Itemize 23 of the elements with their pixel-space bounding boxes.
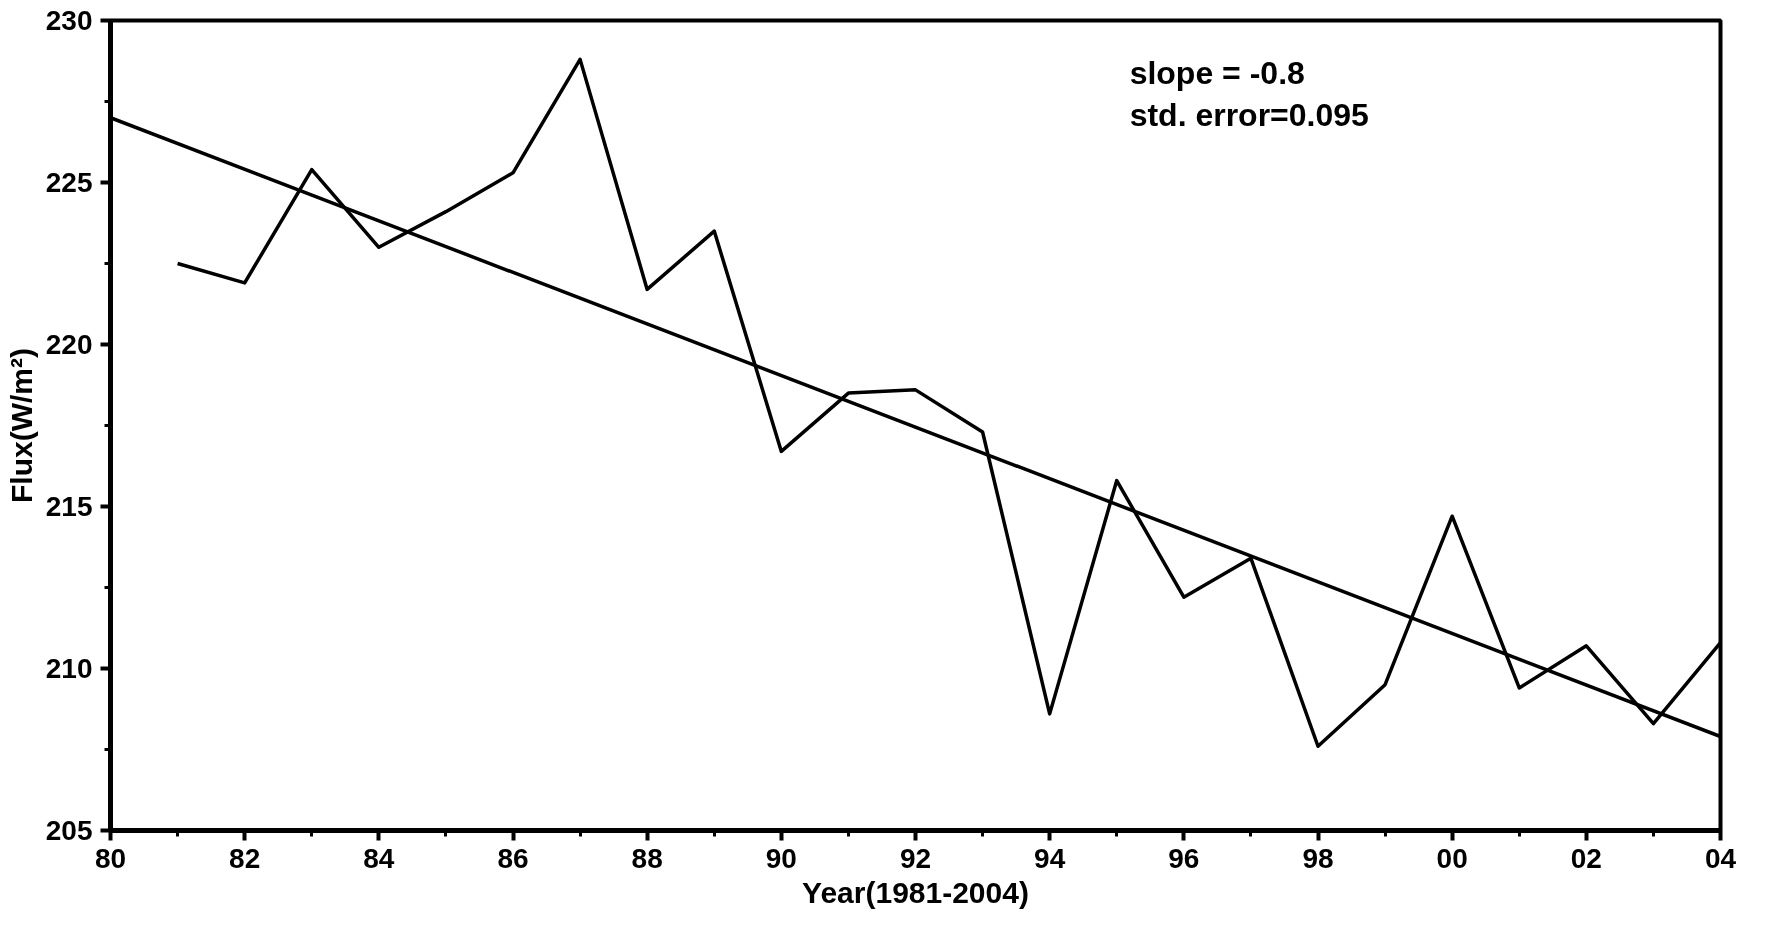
y-tick-label: 225: [45, 167, 93, 198]
y-tick-label: 220: [45, 329, 93, 360]
x-tick-label: 02: [1570, 842, 1602, 874]
annotation: slope = -0.8: [1129, 54, 1305, 91]
y-tick-label: 205: [45, 815, 93, 846]
annotation: std. error=0.095: [1129, 96, 1369, 133]
x-tick-label: 88: [631, 842, 663, 874]
x-tick-label: 92: [899, 842, 932, 874]
x-tick-label: 96: [1168, 842, 1200, 874]
x-tick-label: 94: [1034, 842, 1066, 874]
x-tick-label: 00: [1436, 842, 1468, 874]
x-tick-label: 98: [1302, 842, 1334, 874]
y-tick-label: 215: [45, 491, 93, 522]
x-tick-label: 82: [229, 842, 261, 874]
x-tick-label: 04: [1704, 842, 1737, 874]
x-tick-label: 80: [94, 842, 127, 874]
y-tick-label: 210: [45, 653, 93, 684]
x-tick-label: 90: [765, 842, 797, 874]
x-tick-label: 86: [497, 842, 529, 874]
x-tick-label: 84: [363, 842, 395, 874]
y-tick-label: 230: [45, 5, 93, 36]
y-axis-title: Flux(W/m²): [4, 348, 38, 503]
x-axis-title: Year(1981-2004): [802, 875, 1029, 909]
